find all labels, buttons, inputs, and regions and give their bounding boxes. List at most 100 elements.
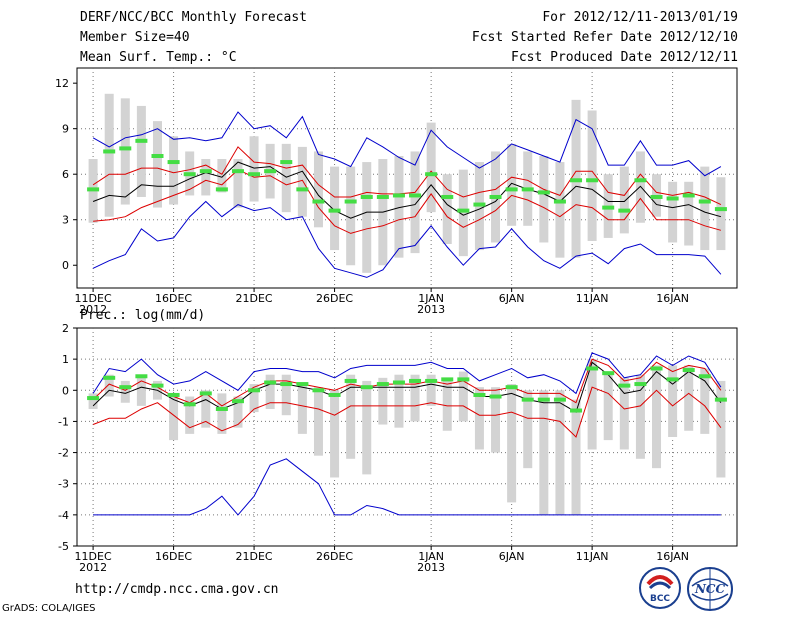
prec-observed-marker [328,392,341,397]
chart-title: DERF/NCC/BCC Monthly Forecast [80,10,307,25]
prec-box [684,365,694,431]
prec-box [603,374,613,441]
prec-mean-line [92,361,722,413]
temp-box [281,143,291,213]
temp-box [346,166,356,266]
prec-box [523,390,533,469]
prec-xtick-label: 6JAN [499,550,525,563]
temp-box [249,136,259,202]
temp-observed-marker [167,160,180,165]
temp-xtick-label: 21DEC [236,292,273,305]
temp-observed-marker [103,149,116,154]
prec-observed-marker [409,378,422,383]
temp-ytick-label: 6 [62,168,69,181]
prec-box [88,393,98,409]
prec-observed-marker [666,377,679,382]
prec-observed-marker [570,408,583,413]
ncc-logo: NCC [687,567,733,611]
temp-mean-line [92,161,722,219]
prec-ytick-label: -2 [58,447,69,460]
temp-box [684,181,694,246]
temp-observed-marker [280,160,293,165]
temp-observed-marker [409,193,422,198]
prec-ytick-label: -4 [58,509,69,522]
temp-ytick-label: 12 [55,77,69,90]
temp-min-line [92,200,722,278]
prec-box [281,374,291,416]
temp-observed-marker [666,196,679,201]
temp-box [169,136,179,205]
variable-label: Mean Surf. Temp.: °C [80,50,237,65]
temp-box [362,162,372,273]
prec-box [297,384,307,434]
temp-box [136,105,146,197]
temp-observed-marker [537,190,550,195]
temp-box [313,151,323,228]
temp-observed-marker [553,199,566,204]
prec-box [233,396,243,428]
prec-observed-marker [682,368,695,373]
temp-box [507,143,517,226]
temp-observed-marker [457,208,470,213]
prec-xtick-label: 16DEC [155,550,192,563]
footer-url[interactable]: http://cmdp.ncc.cma.gov.cn [75,582,279,597]
prec-max-line [92,352,722,395]
prec-ytick-label: 0 [62,384,69,397]
prec-box [394,374,404,428]
prec-observed-marker [119,385,132,390]
prec-observed-marker [231,399,244,404]
temp-observed-marker [248,172,261,177]
temp-box [587,110,597,241]
prec-observed-marker [425,378,438,383]
prec-observed-marker [103,375,116,380]
prec-ytick-label: 1 [62,353,69,366]
prec-box [635,374,645,459]
prec-observed-marker [135,374,148,379]
forecast-period: For 2012/12/11-2013/01/19 [542,10,738,25]
temp-observed-marker [441,194,454,199]
temp-ytick-label: 3 [62,214,69,227]
temp-observed-marker [602,205,615,210]
prec-observed-marker [521,397,534,402]
temp-xtick-label: 6JAN [499,292,525,305]
temp-observed-marker [360,194,373,199]
temp-xtick-label: 26DEC [316,292,353,305]
temp-box [330,166,340,251]
temp-max-line [92,111,722,177]
prec-box [265,374,275,409]
temp-box [217,159,227,193]
temp-observed-marker [473,202,486,207]
prec-observed-marker [280,382,293,387]
temp-observed-marker [183,172,196,177]
prec-box [217,393,227,434]
temp-observed-marker [199,169,212,174]
ncc-logo-text: NCC [694,582,726,596]
temp-xtick-year: 2012 [79,303,107,316]
prec-ytick-label: -5 [58,540,69,553]
temp-observed-marker [119,146,132,151]
temp-observed-marker [296,187,309,192]
prec-upper-line [92,358,722,407]
prec-observed-marker [457,377,470,382]
temp-lower-line [93,169,722,234]
forecast-started: Fcst Started Refer Date 2012/12/10 [471,30,738,45]
prec-xtick-year: 2012 [79,561,107,574]
prec-observed-marker [151,383,164,388]
temp-observed-marker [425,172,438,177]
temp-observed-marker [586,178,599,183]
prec-box [458,371,468,422]
temp-box [120,98,130,205]
temp-xtick-label: 16JAN [656,292,689,305]
prec-box [136,374,146,406]
temp-observed-marker [570,178,583,183]
temp-box [201,159,211,196]
prec-observed-marker [215,406,228,411]
bcc-logo-text: BCC [650,594,670,604]
temp-observed-marker [682,193,695,198]
temp-box [410,151,420,254]
prec-box [378,377,388,425]
member-size: Member Size=40 [80,30,190,45]
prec-box [169,393,179,441]
prec-observed-marker [650,366,663,371]
